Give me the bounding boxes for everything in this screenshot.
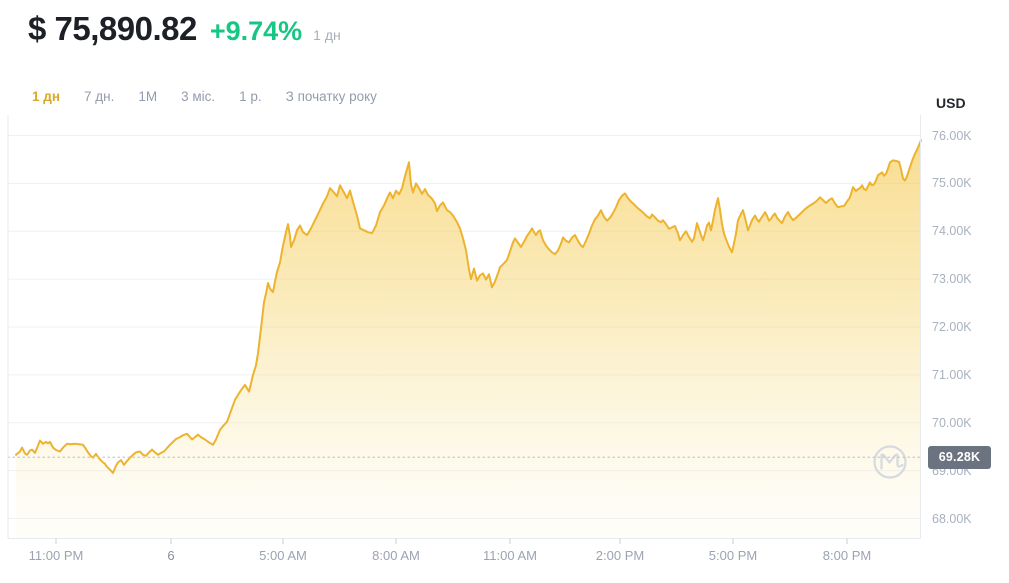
y-axis-tick-label: 71.00K [932,367,972,382]
tab-1d[interactable]: 1 дн [32,89,60,104]
tab-1m[interactable]: 1M [138,89,158,104]
y-axis-tick-label: 70.00K [932,415,972,430]
current-price-marker-badge: 69.28K [928,445,991,469]
x-axis-tick-label: 6 [167,548,175,563]
y-axis-tick-label: 76.00K [932,128,972,143]
x-axis-tick-label: 11:00 PM [28,548,84,563]
x-axis-tick-label: 8:00 PM [822,548,872,563]
price-change-period: 1 дн [313,27,341,43]
price-area-fill [16,140,921,539]
y-axis-tick-label: 73.00K [932,272,972,287]
tab-7d[interactable]: 7 дн. [83,89,115,104]
y-axis-currency-label: USD [936,95,966,111]
tab-ytd[interactable]: З початку року [285,89,377,104]
x-axis-tick-label: 11:00 AM [483,548,537,563]
tab-1y[interactable]: 1 р. [239,89,262,104]
current-price: $ 75,890.82 [28,10,197,47]
x-axis-tick-label: 2:00 PM [595,548,645,563]
y-axis-tick-label: 68.00K [932,511,972,526]
x-axis-tick-label: 5:00 AM [259,548,307,563]
x-axis-tick-label: 5:00 PM [708,548,758,563]
price-change-percent: +9.74% [209,16,303,46]
price-line [15,139,922,474]
price-header: $ 75,890.82 +9.74% 1 дн [28,10,341,48]
watermark-logo-icon [873,445,907,479]
time-range-tabs: 1 дн 7 дн. 1M 3 міс. 1 р. З початку року [32,89,377,104]
y-axis-tick-label: 72.00K [932,320,972,334]
y-axis-tick-label: 74.00K [932,224,972,239]
x-axis-tick-label: 8:00 AM [372,548,420,563]
y-axis-tick-label: 75.00K [932,176,972,191]
tab-3m[interactable]: 3 міс. [181,89,216,104]
